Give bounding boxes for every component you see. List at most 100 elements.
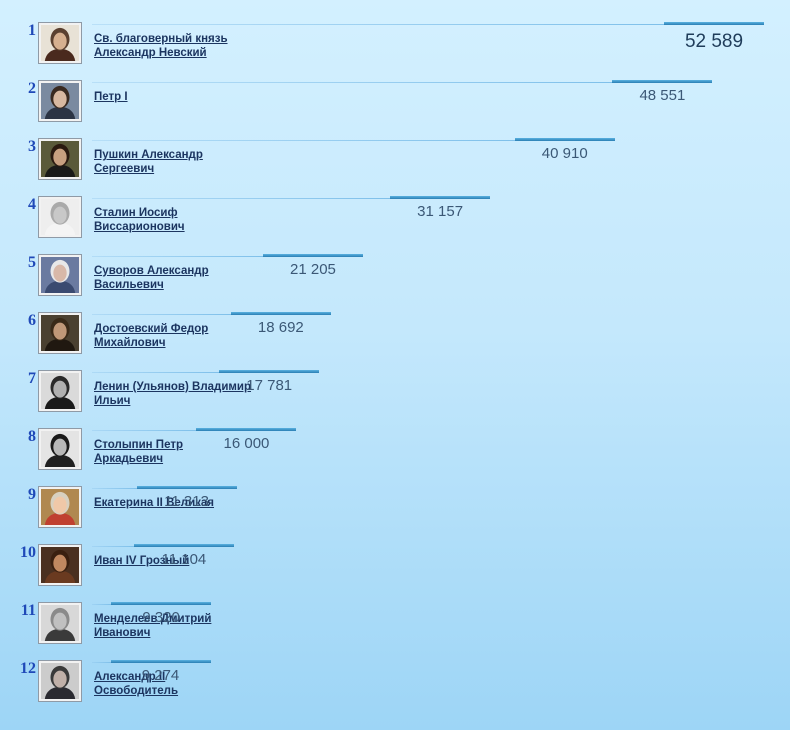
portrait-alexander2-icon[interactable] [38, 660, 82, 702]
person-name-line2: Сергеевич [94, 163, 155, 175]
bar [111, 602, 212, 605]
rank-label: 3 [28, 138, 36, 155]
bar-track-line [92, 430, 197, 431]
person-name-line1: Петр I [94, 91, 128, 103]
person-name-line1: Екатерина II Великая [94, 497, 215, 509]
portrait-catherine-icon[interactable] [38, 486, 82, 528]
person-name-link[interactable]: Пушкин Александр Сергеевич [94, 148, 294, 176]
portrait-ivan-icon[interactable] [38, 544, 82, 586]
person-name-line1: Столыпин Петр [94, 439, 183, 451]
portrait-suvorov-icon[interactable] [38, 254, 82, 296]
chart-row: 3 Пушкин Александр Сергеевич 40 910 [0, 138, 790, 196]
person-name-line2: Виссарионович [94, 221, 185, 233]
value-label: 9 320 [142, 609, 180, 626]
chart-row: 6 Достоевский Федор Михайлович 18 692 [0, 312, 790, 370]
value-label: 16 000 [223, 435, 270, 452]
person-name-line1: Александр II [94, 671, 166, 683]
person-name-link[interactable]: Екатерина II Великая [94, 496, 294, 510]
rank-label: 4 [28, 196, 36, 213]
bar-track-line [92, 662, 111, 663]
person-name-link[interactable]: Достоевский Федор Михайлович [94, 322, 294, 350]
person-name-link[interactable]: Петр I [94, 90, 294, 104]
portrait-lenin-icon[interactable] [38, 370, 82, 412]
person-name-line2: Ильич [94, 395, 131, 407]
chart-row: 2 Петр I 48 551 [0, 80, 790, 138]
bar [136, 486, 237, 489]
chart-row: 12 Александр II Освободитель 9 274 [0, 660, 790, 718]
person-name-line1: Достоевский Федор [94, 323, 209, 335]
bar-track-line [92, 314, 231, 315]
person-name-line1: Иван IV Грозный [94, 555, 190, 567]
value-label: 52 589 [684, 31, 744, 52]
portrait-stolypin-icon[interactable] [38, 428, 82, 470]
rank-label: 2 [28, 80, 36, 97]
value-label: 11 313 [164, 493, 209, 510]
portrait-peter-icon[interactable] [38, 80, 82, 122]
bar [612, 80, 713, 83]
person-name-link[interactable]: Менделеев Дмитрий Иванович [94, 612, 294, 640]
portrait-mendeleev-icon[interactable] [38, 602, 82, 644]
chart-row: 8 Столыпин Петр Аркадьевич 16 000 [0, 428, 790, 486]
person-name-link[interactable]: Суворов Александр Васильевич [94, 264, 294, 292]
chart-row: 1 Св. благоверный князь Александр Невский 5… [0, 22, 790, 80]
person-name-link[interactable]: Св. благоверный князь Александр Невский [94, 32, 294, 60]
person-name-link[interactable]: Сталин Иосиф Виссарионович [94, 206, 294, 234]
person-name-line2: Аркадьевич [94, 453, 164, 465]
portrait-nevsky-icon[interactable] [38, 22, 82, 64]
value-label: 11 104 [161, 551, 207, 568]
person-name-line1: Суворов Александр [94, 265, 209, 277]
portrait-pushkin-icon[interactable] [38, 138, 82, 180]
person-name-line2: Михайлович [94, 337, 166, 349]
person-name-line1: Сталин Иосиф [94, 207, 178, 219]
bar [230, 312, 331, 315]
bar-track-line [92, 140, 515, 141]
rank-label: 1 [28, 22, 36, 39]
rank-label: 7 [28, 370, 36, 387]
bar-track-line [92, 256, 263, 257]
person-name-link[interactable]: Столыпин Петр Аркадьевич [94, 438, 294, 466]
person-name-line1: Ленин (Ульянов) Владимир [94, 381, 252, 393]
bar [390, 196, 491, 199]
rank-label: 8 [28, 428, 36, 445]
person-name-line1: Пушкин Александр [94, 149, 203, 161]
person-name-link[interactable]: Александр II Освободитель [94, 670, 294, 698]
bar [219, 370, 320, 373]
bar [262, 254, 363, 257]
bar-track-line [92, 546, 134, 547]
bar [514, 138, 615, 141]
bar-track-line [92, 82, 613, 83]
person-name-line2: Васильевич [94, 279, 164, 291]
chart-row: 5 Суворов Александр Васильевич 21 205 [0, 254, 790, 312]
person-name-line2: Иванович [94, 627, 151, 639]
person-name-link[interactable]: Иван IV Грозный [94, 554, 294, 568]
chart-row: 7 Ленин (Ульянов) Владимир Ильич 17 781 [0, 370, 790, 428]
value-label: 17 781 [246, 377, 293, 394]
person-name-link[interactable]: Ленин (Ульянов) Владимир Ильич [94, 380, 294, 408]
value-label: 48 551 [639, 87, 686, 104]
bar-track-line [92, 488, 137, 489]
value-label: 21 205 [290, 261, 336, 278]
chart-row: 10 Иван IV Грозный 11 104 [0, 544, 790, 602]
value-label: 31 157 [417, 203, 464, 220]
bar-track-line [92, 198, 391, 199]
rank-label: 9 [28, 486, 36, 503]
rank-label: 10 [20, 544, 36, 561]
person-name-line1: Св. благоверный князь [94, 33, 228, 45]
rank-label: 11 [20, 602, 36, 619]
bar-track-line [92, 24, 664, 25]
chart-row: 9 Екатерина II Великая 11 313 [0, 486, 790, 544]
portrait-stalin-icon[interactable] [38, 196, 82, 238]
rank-label: 12 [20, 660, 36, 677]
chart-row: 11 Менделеев Дмитрий Иванович 9 320 [0, 602, 790, 660]
bar [196, 428, 297, 431]
value-label: 18 692 [257, 319, 304, 336]
rank-label: 6 [28, 312, 36, 329]
bar [664, 22, 764, 25]
bar-track-line [92, 372, 220, 373]
chart-row: 4 Сталин Иосиф Виссарионович 31 157 [0, 196, 790, 254]
portrait-dostoevsky-icon[interactable] [38, 312, 82, 354]
value-label: 9 274 [141, 667, 180, 684]
value-label: 40 910 [541, 145, 588, 162]
person-name-line1: Менделеев Дмитрий [94, 613, 212, 625]
